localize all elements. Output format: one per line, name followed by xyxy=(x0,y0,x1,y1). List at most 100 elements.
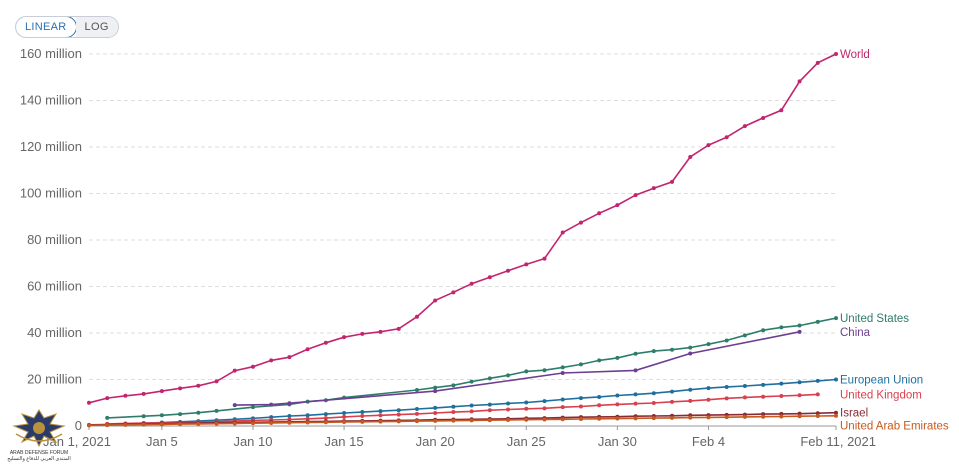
series-1-point-5 xyxy=(214,408,219,413)
series-1-point-28 xyxy=(724,338,729,343)
series-6-point-5 xyxy=(178,422,183,427)
series-6-point-36 xyxy=(742,414,747,419)
series-0-point-26 xyxy=(560,230,565,235)
series-1-point-15 xyxy=(487,376,492,381)
series-4-point-17 xyxy=(433,410,438,415)
series-6-point-21 xyxy=(469,418,474,423)
series-2-point-0 xyxy=(232,403,237,408)
series-2-point-5 xyxy=(633,368,638,373)
series-0-point-27 xyxy=(578,220,583,225)
series-1-point-26 xyxy=(688,345,693,350)
series-0-point-36 xyxy=(742,124,747,129)
series-3-point-37 xyxy=(761,382,766,387)
series-3-point-41 xyxy=(834,377,838,382)
series-5-point-41 xyxy=(834,410,838,415)
series-6-point-34 xyxy=(706,415,711,420)
series-6-point-1 xyxy=(105,423,110,428)
series-0-point-13 xyxy=(323,340,328,345)
series-6-point-16 xyxy=(378,419,383,424)
series-6-point-28 xyxy=(597,416,602,421)
series-6-point-25 xyxy=(542,417,547,422)
series-0-point-1 xyxy=(105,396,110,401)
y-tick-label-0: 0 xyxy=(75,418,82,433)
series-1-point-3 xyxy=(178,412,183,417)
series-3-point-35 xyxy=(724,384,729,389)
series-3-point-13 xyxy=(323,412,328,417)
series-1-point-11 xyxy=(414,387,419,392)
series-0-point-40 xyxy=(815,60,820,65)
y-tick-label-8: 160 million xyxy=(20,46,82,61)
series-4-point-30 xyxy=(670,399,675,404)
series-4-point-26 xyxy=(597,403,602,408)
series-0-point-34 xyxy=(706,143,711,148)
series-4-point-15 xyxy=(396,412,401,417)
y-tick-label-3: 60 million xyxy=(27,279,82,294)
logo-caption-line1: ARAB DEFENSE FORUM xyxy=(9,450,69,456)
linear-scale-button[interactable]: LINEAR xyxy=(15,17,77,37)
series-3-point-19 xyxy=(433,405,438,410)
series-0-point-38 xyxy=(779,108,784,113)
series-3-point-31 xyxy=(651,391,656,396)
series-3-point-27 xyxy=(578,396,583,401)
series-6-point-38 xyxy=(779,414,784,419)
series-0-point-33 xyxy=(688,154,693,159)
series-6-point-11 xyxy=(287,420,292,425)
series-6-point-0 xyxy=(87,423,91,428)
series-3-point-30 xyxy=(633,392,638,397)
series-1-point-32 xyxy=(797,323,802,328)
series-line-2 xyxy=(234,331,800,406)
series-line-3 xyxy=(88,378,837,427)
series-0-point-20 xyxy=(451,290,456,295)
series-3-point-38 xyxy=(779,381,784,386)
series-1-point-16 xyxy=(506,373,511,378)
series-0-point-19 xyxy=(433,298,438,303)
series-4-point-24 xyxy=(560,405,565,410)
series-2-point-7 xyxy=(797,329,802,334)
series-4-point-36 xyxy=(779,394,784,399)
series-label-4: United Kingdom xyxy=(840,389,922,401)
series-6-point-15 xyxy=(360,419,365,424)
series-4-point-19 xyxy=(469,409,474,414)
series-1-point-1 xyxy=(141,414,146,419)
series-1-point-12 xyxy=(433,385,438,390)
logo-caption: ARAB DEFENSE FORUM المنتدى العربي للدفاع… xyxy=(6,450,72,462)
series-0-point-29 xyxy=(615,203,620,208)
series-4-point-33 xyxy=(724,396,729,401)
series-4-point-28 xyxy=(633,401,638,406)
series-6-point-40 xyxy=(815,414,820,419)
series-1-point-2 xyxy=(159,413,164,418)
y-tick-label-5: 100 million xyxy=(20,186,82,201)
series-3-point-22 xyxy=(487,402,492,407)
series-0-point-14 xyxy=(342,335,347,340)
x-tick-label-8: Feb 11, 2021 xyxy=(800,434,876,449)
series-label-1: United States xyxy=(840,313,909,325)
series-2-point-2 xyxy=(287,401,292,406)
series-3-point-40 xyxy=(815,378,820,383)
series-1-point-14 xyxy=(469,379,474,384)
series-6-point-31 xyxy=(651,416,656,421)
series-3-point-26 xyxy=(560,397,565,402)
series-6-point-10 xyxy=(269,420,274,425)
log-scale-button[interactable]: LOG xyxy=(75,17,118,37)
series-1-point-21 xyxy=(597,358,602,363)
y-tick-label-1: 20 million xyxy=(27,372,82,387)
series-line-6 xyxy=(88,415,837,427)
series-label-5: Israel xyxy=(840,408,868,420)
series-6-point-23 xyxy=(506,417,511,422)
series-3-point-21 xyxy=(469,403,474,408)
series-6-point-35 xyxy=(724,415,729,420)
series-0-point-39 xyxy=(797,79,802,84)
series-4-point-10 xyxy=(305,416,310,421)
x-tick-label-2: Jan 10 xyxy=(233,434,272,449)
series-4-point-22 xyxy=(524,406,529,411)
series-2-point-3 xyxy=(433,389,438,394)
x-tick-label-7: Feb 4 xyxy=(692,434,725,449)
series-3-point-14 xyxy=(342,410,347,415)
scale-toggle: LINEAR LOG xyxy=(15,16,119,38)
series-1-point-19 xyxy=(560,365,565,370)
series-1-point-25 xyxy=(670,347,675,352)
series-0-point-37 xyxy=(761,115,766,120)
series-6-point-4 xyxy=(159,422,164,427)
series-1-point-0 xyxy=(105,415,110,420)
arab-defense-forum-logo xyxy=(12,409,66,448)
